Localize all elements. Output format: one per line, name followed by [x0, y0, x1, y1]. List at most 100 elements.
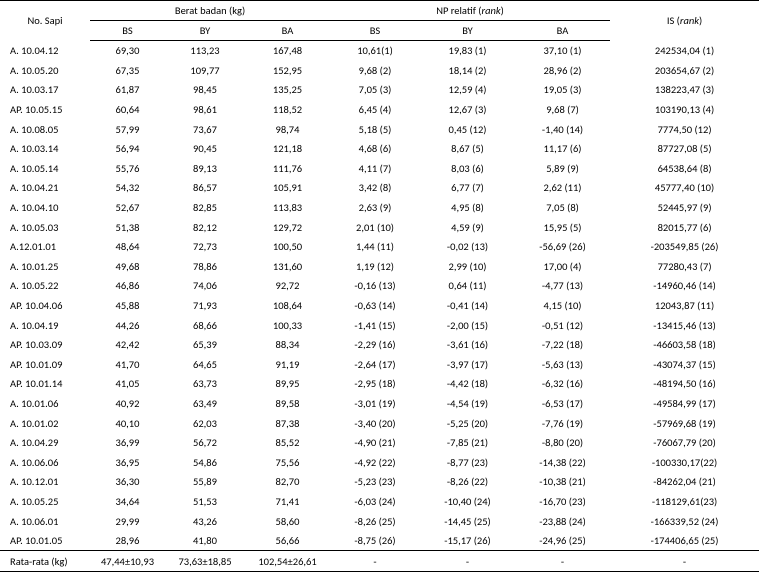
table-row: A. 10.03.1456,9490,45121,184,68 (6)8,67 … [0, 139, 759, 159]
cell-is: -118129,61(23) [610, 492, 759, 512]
cell-np-by: -2,00 (15) [420, 315, 515, 335]
cell-np-bs: -3,01 (19) [330, 394, 420, 414]
cell-by: 65,39 [165, 335, 245, 355]
cell-np-bs: -2,29 (16) [330, 335, 420, 355]
cell-no: AP. 10.01.09 [0, 355, 90, 375]
cell-bs: 40,92 [90, 394, 165, 414]
cell-np-by: 18,14 (2) [420, 61, 515, 81]
header-berat-badan: Berat badan (kg) [90, 1, 330, 21]
cell-by: 51,53 [165, 492, 245, 512]
cell-np-ba: -7,76 (19) [515, 413, 610, 433]
cell-by: 41,80 [165, 531, 245, 551]
cell-bs: 46,86 [90, 276, 165, 296]
cell-np-by: 0,64 (11) [420, 276, 515, 296]
summary-row: Rata-rata (kg)47,44±10,9373,63±18,85102,… [0, 551, 759, 572]
cell-is: -174406,65 (25) [610, 531, 759, 551]
cell-bs: 49,68 [90, 257, 165, 277]
cell-np-ba: -0,51 (12) [515, 315, 610, 335]
cell-np-by: 19,83 (1) [420, 41, 515, 61]
summary-label: Rata-rata (kg) [0, 551, 90, 572]
cell-np-ba: 17,00 (4) [515, 257, 610, 277]
cell-bs: 69,30 [90, 41, 165, 61]
cell-no: A. 10.03.17 [0, 80, 90, 100]
cell-np-bs: -0,63 (14) [330, 296, 420, 316]
cell-by: 72,73 [165, 237, 245, 257]
table-row: A. 10.05.0351,3882,12129,722,01 (10)4,59… [0, 217, 759, 237]
cell-np-ba: -5,63 (13) [515, 355, 610, 375]
data-table: No. Sapi Berat badan (kg) NP relatif (ra… [0, 0, 759, 572]
cell-np-by: -5,25 (20) [420, 413, 515, 433]
cell-no: A. 10.05.25 [0, 492, 90, 512]
cell-np-ba: -8,80 (20) [515, 433, 610, 453]
cell-is: 138223,47 (3) [610, 80, 759, 100]
cell-np-ba: 11,17 (6) [515, 139, 610, 159]
table-row: A. 10.01.0640,9263,4989,58-3,01 (19)-4,5… [0, 394, 759, 414]
cell-np-ba: 2,62 (11) [515, 178, 610, 198]
cell-is: -48194,50 (16) [610, 374, 759, 394]
cell-np-bs: 2,01 (10) [330, 217, 420, 237]
cell-by: 74,06 [165, 276, 245, 296]
cell-ba: 129,72 [245, 217, 330, 237]
summary-np-ba: - [515, 551, 610, 572]
cell-no: AP. 10.05.15 [0, 100, 90, 120]
table-header: No. Sapi Berat badan (kg) NP relatif (ra… [0, 1, 759, 41]
cell-bs: 41,05 [90, 374, 165, 394]
table-row: A. 10.04.2936,9956,7285,52-4,90 (21)-7,8… [0, 433, 759, 453]
cell-no: A. 10.05.03 [0, 217, 90, 237]
cell-ba: 91,19 [245, 355, 330, 375]
cell-no: A. 10.08.05 [0, 119, 90, 139]
header-is-rank: rank [680, 14, 699, 27]
cell-np-bs: 4,11 (7) [330, 159, 420, 179]
cell-no: A. 10.04.10 [0, 198, 90, 218]
cell-by: 68,66 [165, 315, 245, 335]
cell-by: 89,13 [165, 159, 245, 179]
cell-bs: 36,95 [90, 452, 165, 472]
table-row: AP. 10.01.1441,0563,7389,95-2,95 (18)-4,… [0, 374, 759, 394]
header-is: IS (rank) [610, 1, 759, 41]
cell-no: A.12.01.01 [0, 237, 90, 257]
cell-np-by: -4,54 (19) [420, 394, 515, 414]
cell-np-bs: -3,40 (20) [330, 413, 420, 433]
cell-no: AP. 10.03.09 [0, 335, 90, 355]
cell-is: 82015,77 (6) [610, 217, 759, 237]
cell-bs: 36,30 [90, 472, 165, 492]
cell-is: -166339,52 (24) [610, 511, 759, 531]
cell-bs: 29,99 [90, 511, 165, 531]
subheader-ba-np: BA [515, 21, 610, 41]
cell-np-bs: 1,19 (12) [330, 257, 420, 277]
cell-np-ba: -7,22 (18) [515, 335, 610, 355]
cell-bs: 45,88 [90, 296, 165, 316]
cell-bs: 51,38 [90, 217, 165, 237]
cell-np-bs: -6,03 (24) [330, 492, 420, 512]
cell-ba: 131,60 [245, 257, 330, 277]
cell-np-by: 2,99 (10) [420, 257, 515, 277]
table-row: A. 10.06.0636,9554,8675,56-4,92 (22)-8,7… [0, 452, 759, 472]
cell-bs: 67,35 [90, 61, 165, 81]
cell-bs: 44,26 [90, 315, 165, 335]
cell-is: 7774,50 (12) [610, 119, 759, 139]
subheader-bs-berat: BS [90, 21, 165, 41]
summary-bs: 47,44±10,93 [90, 551, 165, 572]
cell-ba: 89,95 [245, 374, 330, 394]
cell-ba: 118,52 [245, 100, 330, 120]
cell-np-bs: 5,18 (5) [330, 119, 420, 139]
cell-by: 86,57 [165, 178, 245, 198]
cell-is: -43074,37 (15) [610, 355, 759, 375]
cell-by: 71,93 [165, 296, 245, 316]
cell-np-by: -3,61 (16) [420, 335, 515, 355]
cell-np-bs: -5,23 (23) [330, 472, 420, 492]
cell-by: 64,65 [165, 355, 245, 375]
table-row: A. 10.08.0557,9973,6798,745,18 (5)0,45 (… [0, 119, 759, 139]
cell-np-ba: -6,53 (17) [515, 394, 610, 414]
cell-ba: 89,58 [245, 394, 330, 414]
cell-is: 45777,40 (10) [610, 178, 759, 198]
cell-by: 98,45 [165, 80, 245, 100]
cell-is: -13415,46 (13) [610, 315, 759, 335]
cell-np-by: 12,67 (3) [420, 100, 515, 120]
cell-bs: 55,76 [90, 159, 165, 179]
cell-np-by: 0,45 (12) [420, 119, 515, 139]
table-body: A. 10.04.1269,30113,23167,4810,61(1)19,8… [0, 41, 759, 572]
cell-np-ba: 4,15 (10) [515, 296, 610, 316]
table-row: AP. 10.04.0645,8871,93108,64-0,63 (14)-0… [0, 296, 759, 316]
cell-np-ba: -4,77 (13) [515, 276, 610, 296]
